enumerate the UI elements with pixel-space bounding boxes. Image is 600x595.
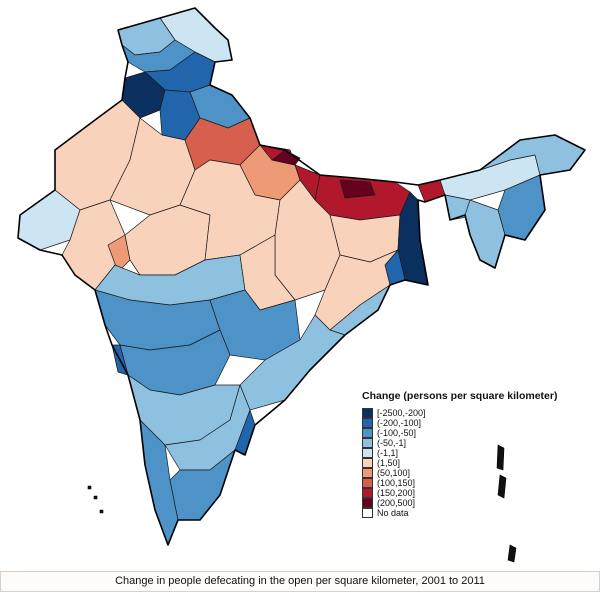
legend-rows: [-2500,-200] (-200,-100] (-100,-50] (-50,-1… xyxy=(362,408,567,518)
legend-label: (-100,-50] xyxy=(377,428,417,438)
map-legend: Change (persons per square kilometer) [-… xyxy=(362,390,567,518)
legend-label: No data xyxy=(377,508,409,518)
region-bihar-north xyxy=(339,179,376,199)
figure-caption: Change in people defecating in the open … xyxy=(0,571,600,592)
legend-swatch xyxy=(362,438,373,448)
legend-label: (100,150] xyxy=(377,478,416,488)
legend-label: (200,500] xyxy=(377,498,416,508)
legend-swatch xyxy=(362,408,373,418)
legend-row: No data xyxy=(362,508,567,518)
legend-swatch xyxy=(362,448,373,458)
andaman-island-2 xyxy=(497,474,507,499)
region-up-purvanchal xyxy=(271,149,301,166)
legend-label: [-2500,-200] xyxy=(377,408,426,418)
legend-label: (-50,-1] xyxy=(377,438,407,448)
legend-row: (-50,-1] xyxy=(362,438,567,448)
legend-row: (1,50] xyxy=(362,458,567,468)
legend-row: [-2500,-200] xyxy=(362,408,567,418)
legend-swatch xyxy=(362,428,373,438)
legend-row: (50,100] xyxy=(362,468,567,478)
legend-swatch xyxy=(362,468,373,478)
lakshadweep-dot-1 xyxy=(87,485,92,490)
lakshadweep-dot-2 xyxy=(93,495,98,500)
legend-label: (-200,-100] xyxy=(377,418,422,428)
india-choropleth-map xyxy=(17,7,586,563)
legend-title: Change (persons per square kilometer) xyxy=(362,390,558,402)
legend-swatch xyxy=(362,418,373,428)
legend-swatch xyxy=(362,458,373,468)
legend-label: (1,50] xyxy=(377,458,401,468)
legend-row: (150,200] xyxy=(362,488,567,498)
legend-label: (50,100] xyxy=(377,468,411,478)
legend-row: (-200,-100] xyxy=(362,418,567,428)
legend-label: (-1,1] xyxy=(377,448,399,458)
lakshadweep-dot-3 xyxy=(99,509,104,514)
andaman-island-1 xyxy=(496,444,505,471)
legend-swatch xyxy=(362,488,373,498)
legend-row: (-1,1] xyxy=(362,448,567,458)
legend-label: (150,200] xyxy=(377,488,416,498)
legend-swatch xyxy=(362,508,373,518)
legend-swatch xyxy=(362,498,373,508)
legend-swatch xyxy=(362,478,373,488)
legend-row: (200,500] xyxy=(362,498,567,508)
legend-row: (100,150] xyxy=(362,478,567,488)
legend-row: (-100,-50] xyxy=(362,428,567,438)
nicobar-island xyxy=(507,544,517,563)
india-outline xyxy=(17,7,586,546)
